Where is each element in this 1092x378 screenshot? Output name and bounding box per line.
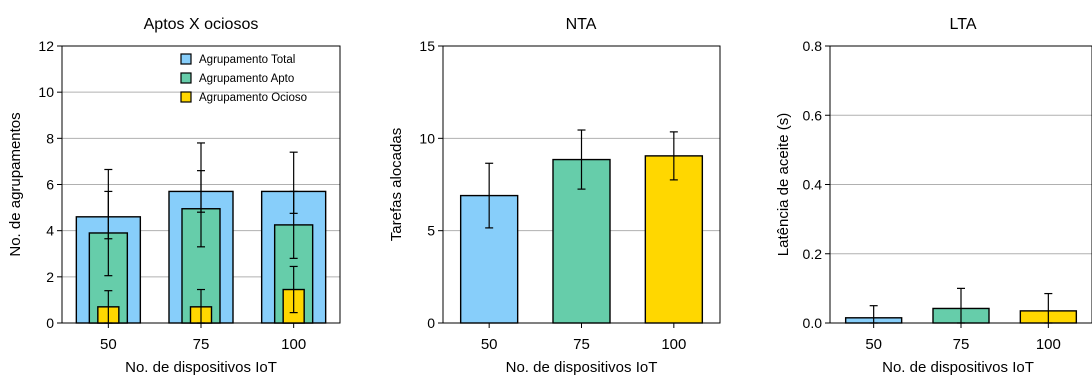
chart-title: LTA: [950, 16, 977, 33]
y-tick-label: 12: [38, 38, 54, 54]
y-tick-label: 4: [46, 223, 54, 239]
y-tick-label: 15: [419, 38, 435, 54]
legend-entry: Agrupamento Total: [199, 54, 295, 66]
y-tick-label: 8: [46, 130, 54, 146]
y-axis-label: No. de agrupamentos: [7, 112, 24, 256]
legend-swatch: [180, 72, 192, 84]
y-tick-label: 0.2: [803, 246, 823, 262]
chart-title: NTA: [566, 16, 597, 33]
y-tick-label: 10: [419, 130, 435, 146]
y-tick-label: 10: [38, 84, 54, 100]
y-tick-label: 0: [427, 315, 435, 331]
chart-title: Aptos X ociosos: [144, 16, 259, 33]
y-tick-label: 0: [46, 315, 54, 331]
x-tick-label: 100: [281, 336, 306, 353]
x-tick-label: 50: [865, 336, 882, 353]
y-axis-label: Latência de aceite (s): [775, 113, 792, 256]
y-tick-label: 2: [46, 269, 54, 285]
chart-panel-1: 0 2 4 6 8 10 12 50 75 100 Aptos X ociosos No. de di…: [7, 16, 341, 376]
x-tick-label: 50: [100, 336, 117, 353]
y-tick-label: 5: [427, 223, 435, 239]
x-tick-label: 75: [193, 336, 210, 353]
x-tick-label: 75: [953, 336, 970, 353]
legend-swatch: [180, 91, 192, 103]
legend-entry: Agrupamento Apto: [199, 73, 294, 85]
x-axis-label: No. de dispositivos IoT: [882, 359, 1034, 376]
x-axis-label: No. de dispositivos IoT: [506, 359, 658, 376]
y-tick-label: 0.4: [803, 177, 823, 193]
y-axis-label: Tarefas alocadas: [388, 128, 405, 241]
y-tick-label: 0.0: [803, 315, 823, 331]
y-tick-label: 6: [46, 177, 54, 193]
x-tick-label: 100: [661, 336, 686, 353]
chart-panel-3: 0.0 0.2 0.4 0.6 0.8 50 75 100 LTA No. de disposit…: [775, 16, 1092, 376]
x-tick-label: 75: [573, 336, 590, 353]
legend-swatch: [180, 53, 192, 65]
y-tick-label: 0.8: [803, 38, 823, 54]
x-axis-label: No. de dispositivos IoT: [125, 359, 277, 376]
x-tick-label: 100: [1036, 336, 1061, 353]
y-tick-label: 0.6: [803, 107, 823, 123]
x-tick-label: 50: [481, 336, 498, 353]
bar: [644, 155, 704, 324]
legend: Agrupamento Total Agrupamento Apto Agrupam…: [180, 53, 307, 104]
legend-entry: Agrupamento Ocioso: [199, 92, 307, 104]
chart-panel-2: 0 5 10 15 50 75 100 NTA No. de dispositivos IoT T…: [388, 16, 721, 376]
